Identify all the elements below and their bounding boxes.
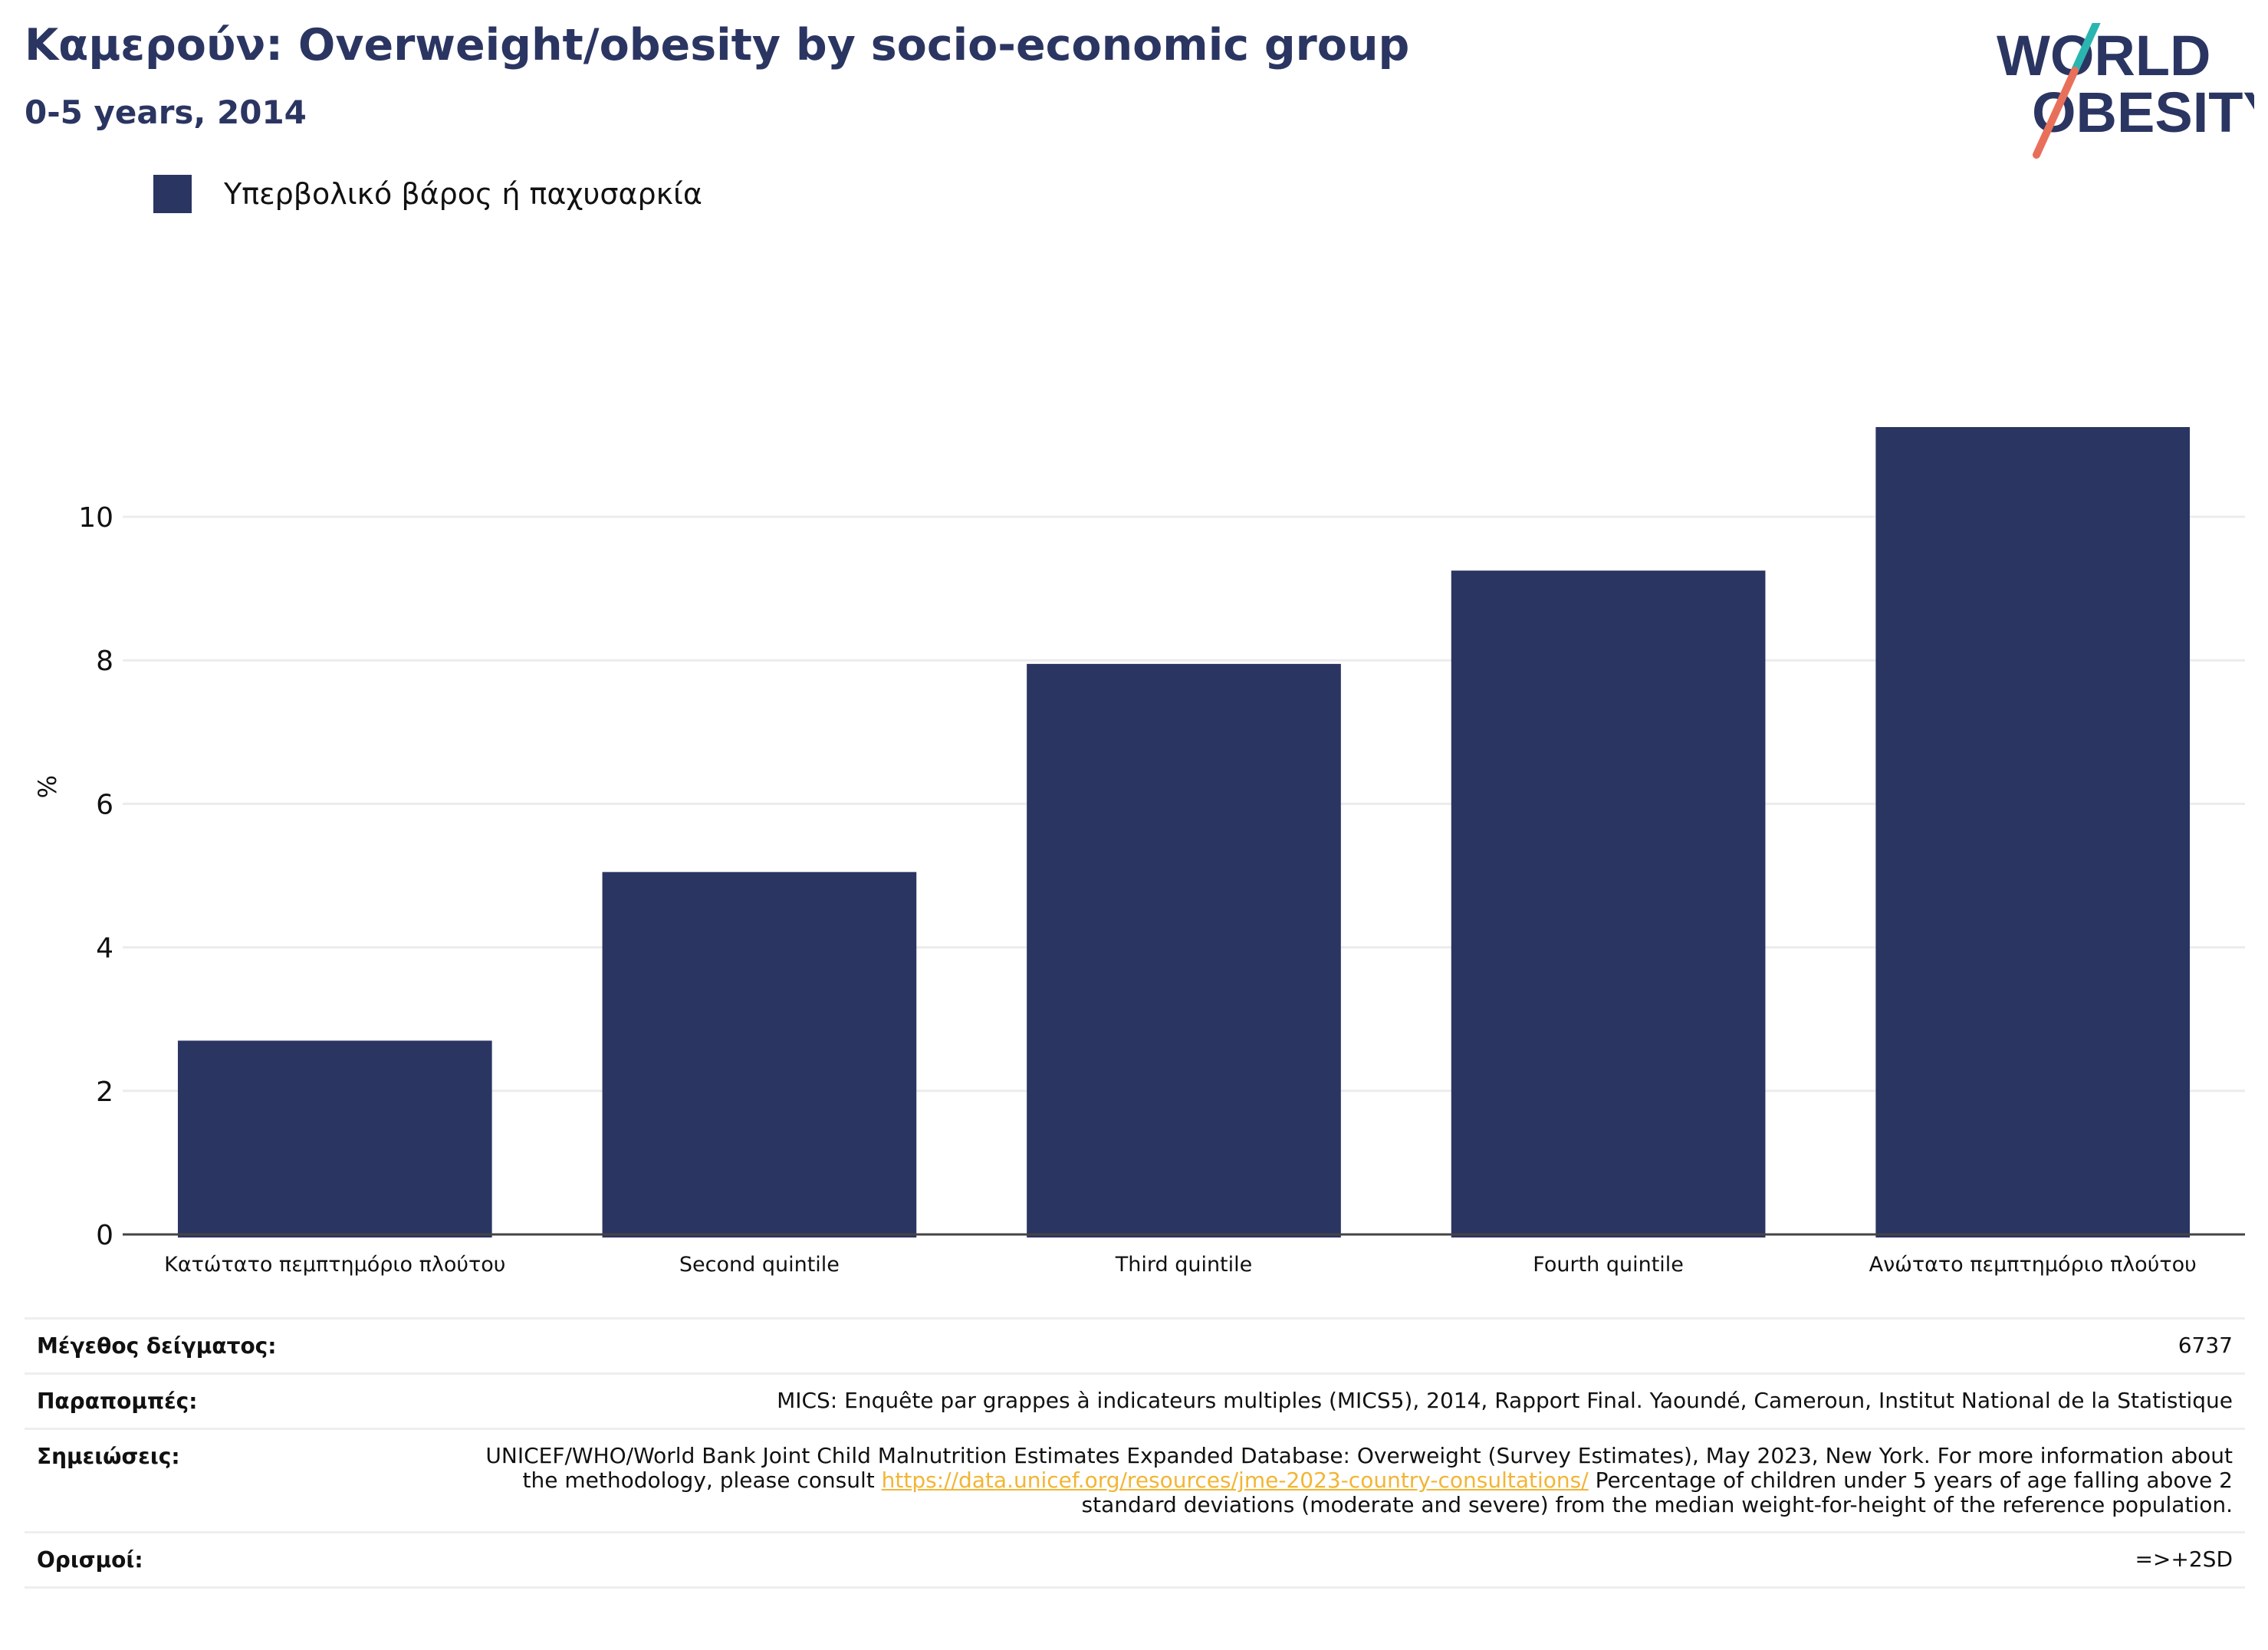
- x-tick-label: Second quintile: [679, 1253, 840, 1277]
- chart-subtitle: 0-5 years, 2014: [25, 94, 307, 131]
- x-tick-label: Ανώτατο πεμπτημόριο πλούτου: [1869, 1253, 2197, 1277]
- chart-title: Καμερούν: Overweight/obesity by socio-ec…: [25, 20, 1410, 71]
- info-row-references: Παραπομπές: MICS: Enquête par grappes à …: [25, 1372, 2245, 1430]
- bar: [1451, 570, 1766, 1238]
- notes-text-after: Percentage of children under 5 years of …: [1081, 1468, 2233, 1517]
- logo-slash-bottom: [2033, 67, 2079, 159]
- bar: [177, 1040, 492, 1238]
- references-value: MICS: Enquête par grappes à indicateurs …: [432, 1372, 2245, 1430]
- definitions-value: =>+2SD: [432, 1531, 2245, 1589]
- logo-slash-top: [2071, 23, 2101, 74]
- bar: [602, 872, 917, 1238]
- legend-swatch: [153, 175, 192, 213]
- x-tick-label: Κατώτατο πεμπτημόριο πλούτου: [164, 1253, 505, 1277]
- legend-label: Υπερβολικό βάρος ή παχυσαρκία: [224, 177, 702, 211]
- chart-legend: Υπερβολικό βάρος ή παχυσαρκία: [153, 175, 702, 213]
- y-tick-label: 2: [96, 1076, 113, 1108]
- logo-text-world: WORLD: [1997, 24, 2211, 87]
- y-tick-label: 10: [78, 502, 113, 534]
- references-label: Παραπομπές:: [25, 1372, 432, 1430]
- info-row-notes: Σημειώσεις: UNICEF/WHO/World Bank Joint …: [25, 1428, 2245, 1533]
- definitions-label: Ορισμοί:: [25, 1531, 432, 1589]
- y-tick-label: 6: [96, 789, 113, 820]
- info-row-definitions: Ορισμοί: =>+2SD: [25, 1531, 2245, 1589]
- bar: [1875, 427, 2191, 1238]
- sample-label: Μέγεθος δείγματος:: [25, 1317, 432, 1375]
- y-tick-label: 0: [96, 1220, 113, 1251]
- y-tick-label: 4: [96, 933, 113, 965]
- info-table: Μέγεθος δείγματος: 6737 Παραπομπές: MICS…: [25, 1317, 2245, 1589]
- world-obesity-logo: WORLD OBESITY: [1997, 23, 2254, 159]
- sample-value: 6737: [432, 1317, 2245, 1375]
- notes-label: Σημειώσεις:: [25, 1428, 432, 1533]
- notes-link[interactable]: https://data.unicef.org/resources/jme-20…: [881, 1468, 1589, 1493]
- bar-chart: 0 2 4 6 8 10 Κατώτατο πεμπτημόριο πλούτου Secon…: [78, 427, 2245, 1277]
- y-tick-label: 8: [96, 646, 113, 677]
- bar: [1027, 663, 1341, 1238]
- notes-value: UNICEF/WHO/World Bank Joint Child Malnut…: [432, 1428, 2245, 1533]
- info-row-sample: Μέγεθος δείγματος: 6737: [25, 1317, 2245, 1375]
- x-tick-label: Third quintile: [1115, 1253, 1253, 1277]
- notes-text-before: UNICEF/WHO/World Bank Joint Child Malnut…: [485, 1443, 2233, 1493]
- x-tick-label: Fourth quintile: [1533, 1253, 1684, 1277]
